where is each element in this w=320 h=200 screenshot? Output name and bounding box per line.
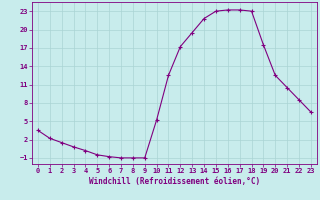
X-axis label: Windchill (Refroidissement éolien,°C): Windchill (Refroidissement éolien,°C) <box>89 177 260 186</box>
